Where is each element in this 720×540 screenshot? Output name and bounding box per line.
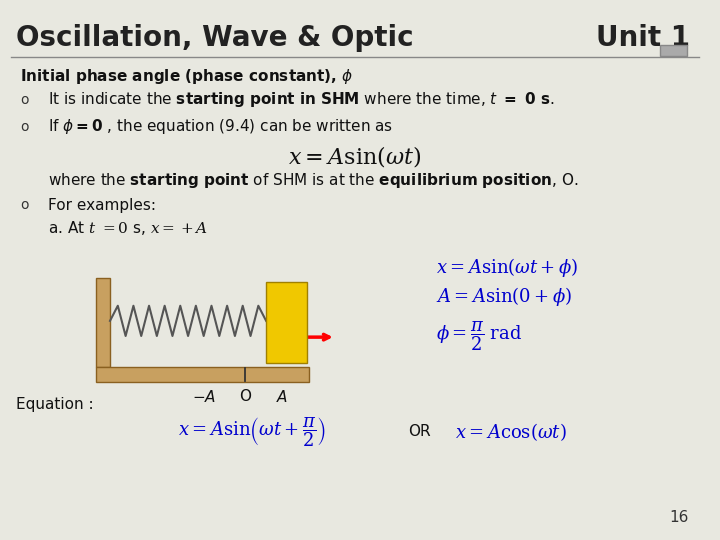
Text: If $\phi\mathbf{=0}$ , the equation (9.4) can be written as: If $\phi\mathbf{=0}$ , the equation (9.4… xyxy=(48,117,393,137)
Bar xyxy=(266,282,307,363)
Text: $\phi = \dfrac{\pi}{2}\ \mathrm{rad}$: $\phi = \dfrac{\pi}{2}\ \mathrm{rad}$ xyxy=(436,319,523,353)
Bar xyxy=(96,367,309,382)
Text: For examples:: For examples: xyxy=(48,198,156,213)
Text: Oscillation, Wave & Optic: Oscillation, Wave & Optic xyxy=(16,24,413,52)
Text: where the $\mathbf{starting\ point}$ of SHM is at the $\mathbf{equilibrium\ posi: where the $\mathbf{starting\ point}$ of … xyxy=(48,171,579,191)
Text: $x = A\sin\!\left(\omega t + \dfrac{\pi}{2}\right)$: $x = A\sin\!\left(\omega t + \dfrac{\pi}… xyxy=(178,415,326,449)
Text: $x = A\sin\!\left(\omega t + \phi\right)$: $x = A\sin\!\left(\omega t + \phi\right)… xyxy=(436,256,579,279)
Text: $x = A\cos\!\left(\omega t\right)$: $x = A\cos\!\left(\omega t\right)$ xyxy=(455,421,567,443)
Text: O: O xyxy=(239,389,251,404)
Bar xyxy=(660,45,687,56)
Text: o: o xyxy=(20,198,28,212)
Text: o: o xyxy=(20,93,28,107)
Text: a. At $\mathit{t}$ $= 0$ s, $x = +\mathit{A}$: a. At $\mathit{t}$ $= 0$ s, $x = +\mathi… xyxy=(48,219,208,237)
Text: Equation :: Equation : xyxy=(16,397,93,413)
Text: 16: 16 xyxy=(669,510,688,525)
Text: It is indicate the $\mathbf{starting\ point\ in\ SHM}$ where the time, $\mathit{: It is indicate the $\mathbf{starting\ po… xyxy=(48,90,554,110)
Text: $\mathit{A}$: $\mathit{A}$ xyxy=(276,389,288,405)
Text: o: o xyxy=(20,120,28,134)
Text: $-\mathit{A}$: $-\mathit{A}$ xyxy=(192,389,216,405)
Bar xyxy=(96,278,110,367)
Text: Unit 1: Unit 1 xyxy=(596,24,690,52)
Text: Initial phase angle (phase constant), $\phi$: Initial phase angle (phase constant), $\… xyxy=(20,67,354,86)
Text: $A = A\sin\!\left(0 + \phi\right)$: $A = A\sin\!\left(0 + \phi\right)$ xyxy=(436,286,572,308)
Text: OR: OR xyxy=(408,424,431,440)
Text: $x = A\sin\!\left(\omega t\right)$: $x = A\sin\!\left(\omega t\right)$ xyxy=(288,144,421,169)
